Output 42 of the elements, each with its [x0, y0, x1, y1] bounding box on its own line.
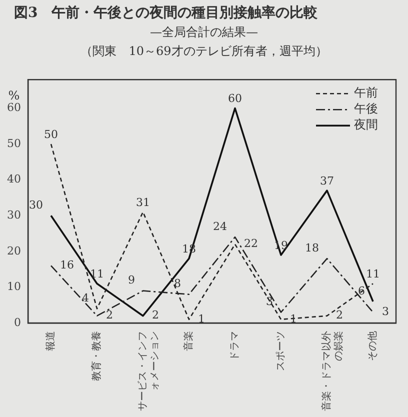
y-tick-label: 0	[14, 316, 21, 329]
y-tick-label: 10	[6, 280, 21, 294]
x-tick-label: スポーツ	[276, 331, 287, 371]
x-tick-label: 音楽	[182, 331, 195, 351]
x-tick-label: ドラマ	[230, 331, 241, 361]
text: （関東 10～69才のテレビ所有者，週平均）	[80, 43, 328, 60]
y-tick-label: 50	[6, 136, 21, 150]
data-label: 8	[174, 277, 181, 290]
data-label: 31	[136, 196, 150, 209]
chart-subtitle: —全局合計の結果—	[149, 24, 259, 41]
y-axis-title: %	[8, 88, 20, 102]
y-tick-label: 40	[6, 172, 21, 186]
data-label: 22	[244, 237, 258, 250]
y-tick-label: 60	[6, 101, 21, 114]
chart-title: 図3 午前・午後との夜間の種目別接触率の比較	[13, 4, 319, 22]
data-label: 9	[128, 274, 135, 287]
legend-label: 午後	[354, 102, 378, 116]
data-label: 2	[106, 308, 113, 322]
legend-label: 午前	[354, 86, 378, 100]
data-label: 11	[366, 267, 380, 280]
y-tick-label: 20	[6, 244, 21, 258]
data-label: 11	[90, 267, 104, 280]
x-tick-label: その他	[366, 331, 379, 361]
data-label: 30	[28, 198, 43, 212]
x-tick-label: 教育・教養	[90, 331, 103, 381]
data-label: 1	[198, 312, 205, 326]
data-label: 2	[152, 308, 159, 322]
data-label: 2	[336, 308, 343, 322]
x-tick-label: 音楽・ドラマ以外の娯楽	[320, 331, 345, 411]
data-label: 6	[358, 284, 365, 298]
data-label: 16	[60, 258, 74, 272]
data-label: 24	[213, 220, 227, 233]
legend-label: 夜間	[354, 118, 378, 132]
data-label: 60	[228, 92, 242, 106]
x-tick-label: サービス・インフォメーション	[138, 331, 161, 411]
data-label: 37	[320, 174, 334, 188]
data-label: 4	[82, 292, 89, 305]
x-tick-label: 報道	[44, 331, 57, 351]
data-label: 50	[44, 128, 58, 141]
data-label: 3	[382, 305, 389, 318]
y-tick-label: 30	[6, 208, 21, 222]
data-label: 18	[305, 241, 319, 254]
